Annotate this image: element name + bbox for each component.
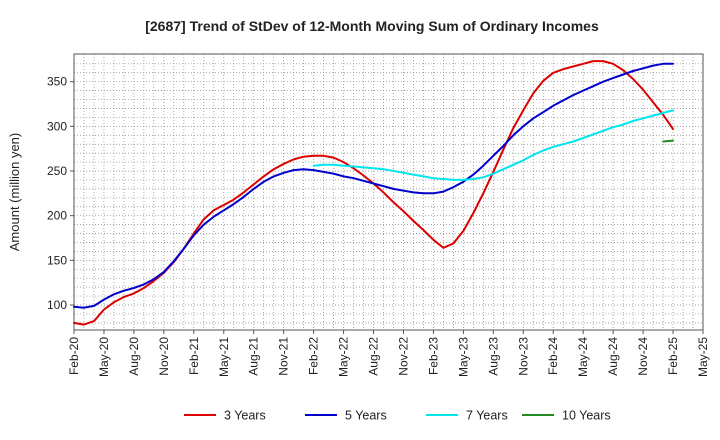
x-tick-label: May-22 bbox=[337, 337, 351, 377]
x-tick-label: Feb-21 bbox=[187, 337, 201, 375]
legend-label: 3 Years bbox=[224, 409, 266, 423]
plot-area bbox=[73, 53, 704, 331]
x-tick-label: Feb-20 bbox=[67, 337, 81, 375]
plot-background bbox=[74, 54, 703, 330]
x-tick-label: Nov-22 bbox=[396, 337, 410, 376]
x-tick-label: Feb-25 bbox=[666, 337, 680, 375]
x-tick-label: Feb-22 bbox=[307, 337, 321, 375]
y-axis-label: Amount (million yen) bbox=[7, 133, 22, 252]
x-tick-label: May-20 bbox=[97, 337, 111, 377]
x-tick-label: May-24 bbox=[576, 337, 590, 377]
y-tick-label: 350 bbox=[47, 75, 67, 89]
series-line-7-years bbox=[312, 109, 674, 181]
y-tick-label: 250 bbox=[47, 164, 67, 178]
y-axis: 100 150 200 250 300 350 bbox=[47, 75, 74, 312]
legend-label: 7 Years bbox=[466, 409, 508, 423]
y-tick-label: 100 bbox=[47, 298, 67, 312]
plot-border bbox=[73, 53, 704, 331]
x-tick-label: Aug-21 bbox=[247, 337, 261, 376]
legend: 3 Years 5 Years 7 Years 10 Years bbox=[184, 409, 611, 423]
y-tick-label: 150 bbox=[47, 253, 67, 267]
x-tick-label: Nov-20 bbox=[157, 337, 171, 376]
x-tick-label: Aug-24 bbox=[606, 337, 620, 376]
y-tick-label: 200 bbox=[47, 209, 67, 223]
x-tick-label: Nov-24 bbox=[636, 337, 650, 376]
x-tick-label: Nov-21 bbox=[277, 337, 291, 376]
series-lines bbox=[73, 60, 674, 326]
x-tick-label: Nov-23 bbox=[516, 337, 530, 376]
x-tick-label: May-25 bbox=[696, 337, 710, 377]
x-tick-label: Aug-22 bbox=[367, 337, 381, 376]
x-tick-label: Feb-24 bbox=[546, 337, 560, 375]
series-line-5-years bbox=[73, 62, 674, 309]
x-tick-label: Feb-23 bbox=[426, 337, 440, 375]
x-tick-label: May-21 bbox=[217, 337, 231, 377]
x-tick-label: May-23 bbox=[456, 337, 470, 377]
legend-label: 10 Years bbox=[562, 409, 611, 423]
x-tick-label: Aug-23 bbox=[486, 337, 500, 376]
legend-label: 5 Years bbox=[345, 409, 387, 423]
x-tick-label: Aug-20 bbox=[127, 337, 141, 376]
x-axis: Feb-20 May-20 Aug-20 Nov-20 Feb-21 May-21 Aug-… bbox=[67, 330, 710, 377]
y-tick-label: 300 bbox=[47, 119, 67, 133]
series-line-10-years bbox=[662, 139, 674, 143]
chart-title: [2687] Trend of StDev of 12-Month Moving… bbox=[145, 18, 599, 34]
